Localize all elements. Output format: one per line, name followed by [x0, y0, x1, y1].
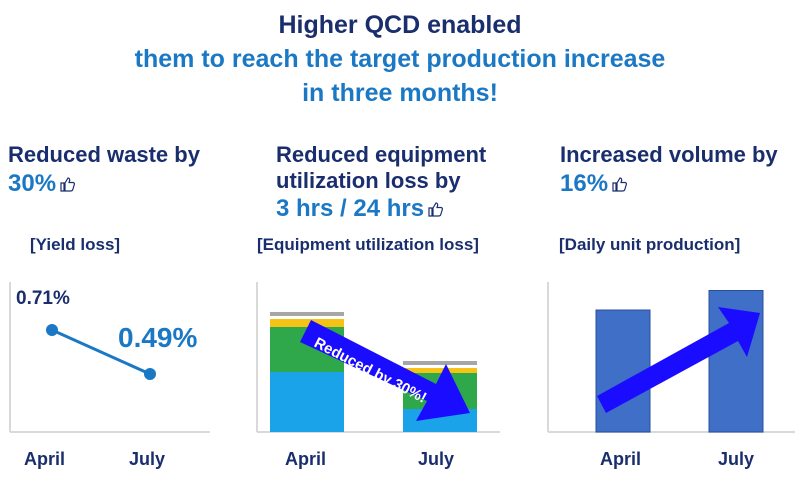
chart-2-bar-april-white: [270, 316, 344, 319]
chart-2-x-tick-july: July: [418, 449, 455, 469]
chart-2-bar-july-yellow: [403, 368, 477, 373]
thumbs-up-icon: [427, 196, 444, 217]
chart-2-bar-july-gray: [403, 361, 477, 365]
panel-1-value-line: 30%: [8, 170, 76, 198]
panel-2-value: 3 hrs / 24 hrs: [276, 195, 425, 222]
chart-3-growth-arrow: [597, 307, 760, 413]
thumbs-up-icon: [611, 171, 628, 192]
chart-1-label-july: 0.49%: [118, 322, 197, 353]
chart-2-bar-april-cyan: [270, 372, 344, 432]
chart-1-series-line: [51, 328, 151, 376]
panel-2-value-line: 3 hrs / 24 hrs: [276, 195, 444, 223]
chart-1-x-tick-july: July: [129, 449, 166, 469]
panel-1-heading: Reduced waste by: [8, 142, 200, 167]
chart-3-x-tick-april: April: [600, 449, 642, 469]
chart-1-x-tick-april: April: [24, 449, 66, 469]
headline-line-3: in three months!: [302, 79, 498, 107]
chart-2-bar-april-yellow: [270, 319, 344, 327]
headline-line-2: them to reach the target production incr…: [134, 45, 666, 73]
chart-1-point-april: [46, 324, 58, 336]
panel-3-value: 16%: [560, 170, 609, 197]
chart-2-bar-july-white: [403, 365, 477, 368]
panel-2-heading-2: utilization loss by: [276, 168, 461, 193]
thumbs-up-icon: [59, 171, 76, 192]
chart-3-title: [Daily unit production]: [559, 235, 741, 254]
chart-2-x-tick-april: April: [285, 449, 327, 469]
chart-1-point-july: [144, 368, 156, 380]
headline-line-1: Higher QCD enabled: [278, 11, 522, 39]
chart-3-x-tick-july: July: [718, 449, 755, 469]
panel-3-heading: Increased volume by: [560, 142, 778, 167]
chart-2-title: [Equipment utilization loss]: [257, 235, 479, 254]
chart-1-label-april: 0.71%: [16, 288, 70, 309]
panel-2-heading-1: Reduced equipment: [276, 142, 487, 167]
chart-2-bar-april-gray: [270, 312, 344, 316]
chart-1-title: [Yield loss]: [30, 235, 121, 254]
panel-1-value: 30%: [8, 170, 57, 197]
chart-3-bar-april: [595, 309, 651, 433]
panel-3-value-line: 16%: [560, 170, 628, 198]
